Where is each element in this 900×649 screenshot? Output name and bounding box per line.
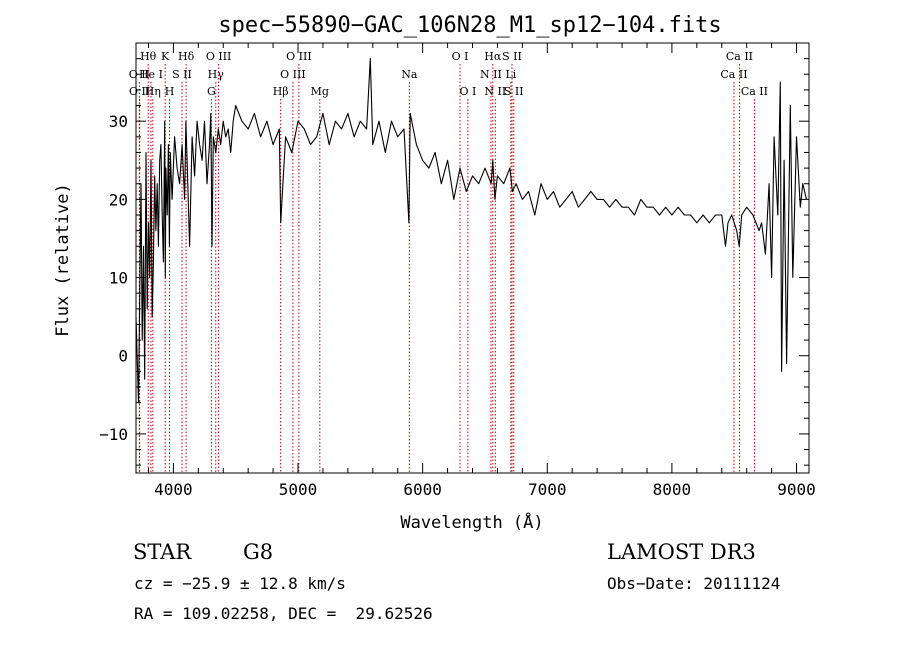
line-label: Hθ — [140, 50, 157, 63]
line-label: Ca II — [726, 50, 753, 63]
line-label: N II — [480, 68, 502, 81]
survey-name: LAMOST DR3 — [607, 540, 756, 564]
x-tick-label: 8000 — [653, 480, 692, 499]
chart-title: spec−55890−GAC_106N28_M1_sp12−104.fits — [218, 13, 721, 38]
line-label: O II — [129, 85, 150, 98]
coordinates-readout: RA = 109.02258, DEC = 29.62526 — [134, 604, 433, 623]
observation-date: Obs−Date: 20111124 — [607, 574, 781, 593]
line-label: Hβ — [273, 85, 289, 98]
line-label: S II — [504, 85, 524, 98]
line-label: N II — [484, 85, 506, 98]
y-tick-label: 10 — [109, 269, 128, 288]
spectrum-line — [135, 58, 808, 404]
line-label: O I — [452, 50, 469, 63]
redshift-readout: cz = −25.9 ± 12.8 km/s — [134, 574, 346, 593]
plot-axes: 4000 5000 6000 7000 8000 9000 −10 0 10 20 30 — [99, 42, 816, 499]
line-label: O III — [286, 50, 312, 63]
line-label: Hδ — [178, 50, 195, 63]
line-label: H — [165, 85, 175, 98]
y-axis-label: Flux (relative) — [53, 183, 73, 337]
line-label: K — [161, 50, 170, 63]
y-tick-label: 20 — [109, 190, 128, 209]
line-label: S II — [172, 68, 192, 81]
x-tick-label: 9000 — [777, 480, 816, 499]
x-tick-label: 7000 — [528, 480, 567, 499]
spectral-line-markers — [138, 64, 755, 473]
line-label: Mg — [311, 85, 329, 98]
object-subclass: G8 — [243, 540, 274, 564]
x-tick-label: 6000 — [403, 480, 442, 499]
line-label: S II — [502, 50, 522, 63]
line-label: Li — [505, 68, 516, 81]
x-tick-label: 4000 — [154, 480, 193, 499]
line-label: O III — [206, 50, 232, 63]
y-tick-label: −10 — [99, 425, 128, 444]
line-label: O III — [280, 68, 306, 81]
line-label: Ca II — [720, 68, 747, 81]
y-tick-label: 30 — [109, 112, 128, 131]
x-tick-label: 5000 — [279, 480, 318, 499]
line-label: Hγ — [208, 68, 225, 81]
line-label: O I — [459, 85, 476, 98]
y-tick-label: 0 — [118, 347, 128, 366]
line-label: Hη — [145, 85, 161, 98]
line-label: Na — [401, 68, 418, 81]
line-label: Ca II — [741, 85, 768, 98]
line-label: G — [207, 85, 216, 98]
line-label: He I — [139, 68, 163, 81]
spectrum-series — [135, 58, 808, 404]
x-axis-label: Wavelength (Å) — [400, 511, 543, 533]
object-class: STAR — [133, 540, 192, 564]
line-label: Hα — [484, 50, 502, 63]
